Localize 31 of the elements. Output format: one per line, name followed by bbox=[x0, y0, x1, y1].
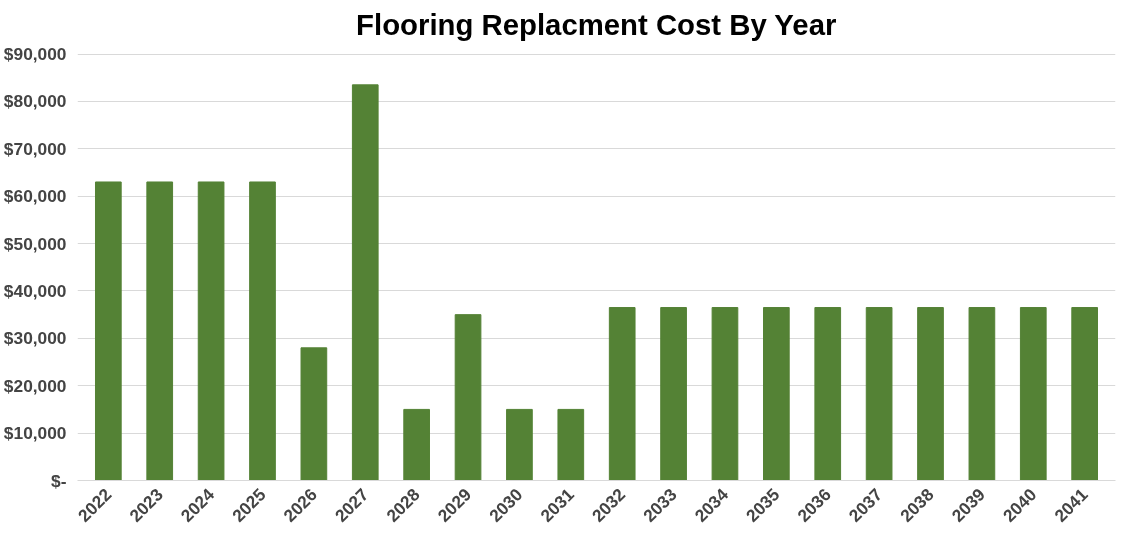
bar bbox=[146, 181, 174, 481]
y-tick-label: $80,000 bbox=[3, 91, 67, 112]
bar bbox=[814, 307, 842, 481]
chart-title: Flooring Replacment Cost By Year bbox=[356, 7, 837, 41]
y-tick-label: $70,000 bbox=[3, 138, 67, 159]
bar bbox=[608, 307, 636, 481]
bar bbox=[1019, 307, 1047, 481]
bar bbox=[660, 307, 687, 481]
y-tick-label: $50,000 bbox=[3, 233, 67, 254]
y-tick-label: $30,000 bbox=[3, 328, 67, 349]
bar bbox=[351, 84, 379, 481]
bar bbox=[454, 314, 482, 481]
y-tick-label: $10,000 bbox=[3, 423, 67, 444]
bar bbox=[763, 307, 790, 481]
bar bbox=[917, 307, 944, 481]
bar bbox=[403, 408, 430, 481]
bar bbox=[197, 181, 225, 481]
bar bbox=[1071, 307, 1099, 481]
y-tick-label: $40,000 bbox=[3, 280, 67, 301]
y-tick-label: $20,000 bbox=[3, 375, 67, 396]
bar bbox=[557, 408, 585, 481]
bar bbox=[506, 408, 533, 481]
y-tick-label: $90,000 bbox=[3, 44, 67, 65]
bar bbox=[249, 181, 276, 481]
bar bbox=[300, 347, 328, 481]
y-tick-label: $- bbox=[51, 470, 67, 491]
bar bbox=[968, 307, 996, 481]
bar bbox=[711, 307, 739, 481]
bar bbox=[94, 181, 122, 481]
bar bbox=[865, 307, 893, 481]
y-tick-label: $60,000 bbox=[3, 186, 67, 207]
